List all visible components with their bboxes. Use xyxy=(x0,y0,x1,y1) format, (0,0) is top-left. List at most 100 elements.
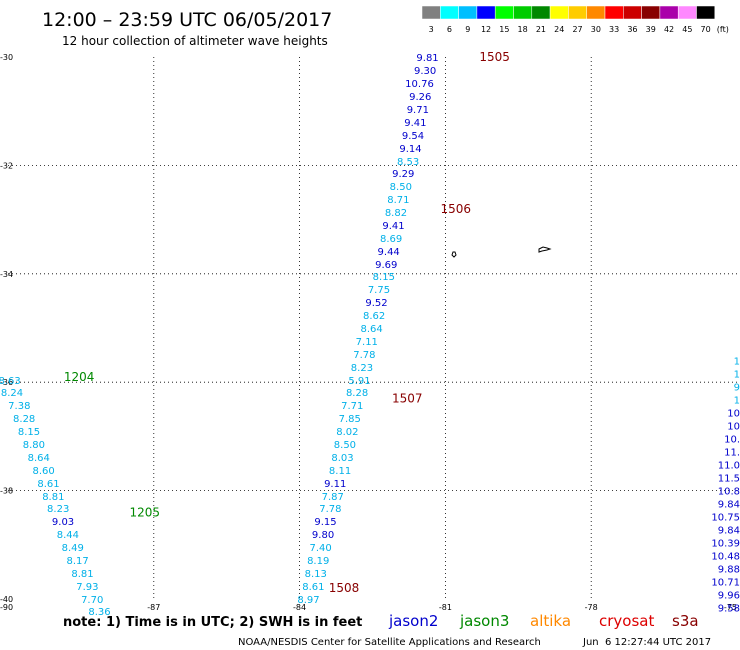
swh-value: 8.44 xyxy=(57,530,79,541)
x-tick-label: -78 xyxy=(585,603,598,612)
swh-value: 9.41 xyxy=(382,221,404,232)
grid-lines xyxy=(8,57,737,599)
y-tick-label: -38 xyxy=(0,487,13,496)
scale-label: 45 xyxy=(682,25,692,34)
swh-value: 8.53 xyxy=(397,157,419,168)
swh-value: 9.15 xyxy=(314,517,336,528)
swh-value: 9.14 xyxy=(399,144,421,155)
swh-value: 8.80 xyxy=(23,440,45,451)
pass-time-label: 1508 xyxy=(329,581,360,595)
swh-value: 9.54 xyxy=(402,131,424,142)
x-tick-label: -75 xyxy=(724,603,737,612)
swh-value: 8.81 xyxy=(71,569,93,580)
swh-value: 10 xyxy=(727,422,740,433)
pass-time-label: 1506 xyxy=(441,202,472,216)
swh-value: 8.97 xyxy=(297,595,319,606)
swh-value: 10.71 xyxy=(711,578,740,589)
y-tick-label: -32 xyxy=(0,161,13,170)
swh-value: 8.07 xyxy=(93,620,115,631)
scale-swatch xyxy=(513,5,533,20)
scale-unit: (ft) xyxy=(717,25,729,34)
swh-value: 7.85 xyxy=(339,414,361,425)
swh-value: 7.38 xyxy=(8,401,30,412)
swh-value: 9.30 xyxy=(414,66,436,77)
swh-value: 9.26 xyxy=(409,92,431,103)
scale-label: 15 xyxy=(499,25,509,34)
footer-note: note: 1) Time is in UTC; 2) SWH is in fe… xyxy=(63,615,362,630)
swh-value: 9.81 xyxy=(416,53,438,64)
swh-value: 7.71 xyxy=(341,401,363,412)
scale-label: 6 xyxy=(447,25,452,34)
swh-value: 8.11 xyxy=(329,466,351,477)
y-tick-label: -30 xyxy=(0,53,13,62)
scale-swatch xyxy=(586,5,606,20)
island-outlines xyxy=(451,246,552,258)
swh-value: 8.61 xyxy=(302,582,324,593)
swh-value: 9.88 xyxy=(718,565,740,576)
scale-label: 36 xyxy=(627,25,637,34)
swh-value: 9.11 xyxy=(324,479,346,490)
scale-label: 24 xyxy=(554,25,564,34)
scale-swatch xyxy=(677,5,697,20)
swh-value: 5.91 xyxy=(348,376,370,387)
scale-swatch xyxy=(623,5,642,20)
swh-value: 8.03 xyxy=(331,453,353,464)
swh-value: 8.15 xyxy=(18,427,40,438)
scale-label: 42 xyxy=(664,25,674,34)
scale-swatch xyxy=(440,5,459,20)
swh-value: 9.44 xyxy=(378,247,400,258)
swh-value: 8.19 xyxy=(307,556,329,567)
swh-value: 8.02 xyxy=(336,427,358,438)
swh-value: 7.70 xyxy=(81,595,103,606)
swh-value: 8.17 xyxy=(66,556,88,567)
swh-value: 8.62 xyxy=(363,311,385,322)
swh-value: 11. xyxy=(724,448,740,459)
swh-value: 10.8 xyxy=(718,487,740,498)
scale-label: 33 xyxy=(609,25,619,34)
swh-value: 10. xyxy=(724,435,740,446)
y-tick-label: -40 xyxy=(0,595,13,604)
satellite-legend-s3a: s3a xyxy=(672,612,699,630)
pass-time-label: 1505 xyxy=(479,50,510,64)
x-tick-label: -90 xyxy=(0,603,13,612)
swh-value: 9.69 xyxy=(375,260,397,271)
scale-swatch xyxy=(458,5,478,20)
scale-label: 12 xyxy=(481,25,491,34)
swh-value: 1 xyxy=(734,396,740,407)
swh-value: 8.13 xyxy=(305,569,327,580)
pass-time-label: 1204 xyxy=(64,370,95,384)
scale-swatch xyxy=(494,5,514,20)
scale-label: 3 xyxy=(429,25,434,34)
swh-value: 8.23 xyxy=(351,363,373,374)
swh-value: 8.82 xyxy=(385,208,407,219)
swh-value: 7.87 xyxy=(322,492,344,503)
swh-value: 8.15 xyxy=(373,272,395,283)
swh-value: 8.23 xyxy=(47,504,69,515)
chart-title: 12:00 – 23:59 UTC 06/05/2017 xyxy=(42,9,332,31)
swh-value: 10.76 xyxy=(405,79,434,90)
swh-value: 8.50 xyxy=(334,440,356,451)
swh-value: 8.64 xyxy=(361,324,383,335)
satellite-legend-altika: altika xyxy=(530,612,571,630)
swh-value: 9 xyxy=(734,383,740,394)
footer-timestamp: Jun 6 12:27:44 UTC 2017 xyxy=(582,637,711,648)
satellite-legend-cryosat: cryosat xyxy=(599,612,654,630)
scale-swatch xyxy=(476,5,496,20)
scale-label: 70 xyxy=(701,25,711,34)
swh-value: 8.81 xyxy=(42,492,64,503)
scale-label: 21 xyxy=(536,25,546,34)
swh-value: 8.28 xyxy=(346,388,368,399)
scale-swatch xyxy=(531,5,551,20)
swh-value: 1 xyxy=(734,370,740,381)
swh-value: 8.63 xyxy=(0,376,21,387)
footer-credit: NOAA/NESDIS Center for Satellite Applica… xyxy=(238,637,541,648)
scale-swatch xyxy=(641,5,661,20)
swh-value: 8.60 xyxy=(32,466,54,477)
satellite-legend-jason2: jason2 xyxy=(388,612,438,630)
swh-value: 7.93 xyxy=(76,582,98,593)
swh-value: 7.11 xyxy=(356,337,378,348)
scale-label: 27 xyxy=(572,25,582,34)
pass-time-labels: 1505 1506 1507 1508 1204 1205 xyxy=(64,50,510,595)
